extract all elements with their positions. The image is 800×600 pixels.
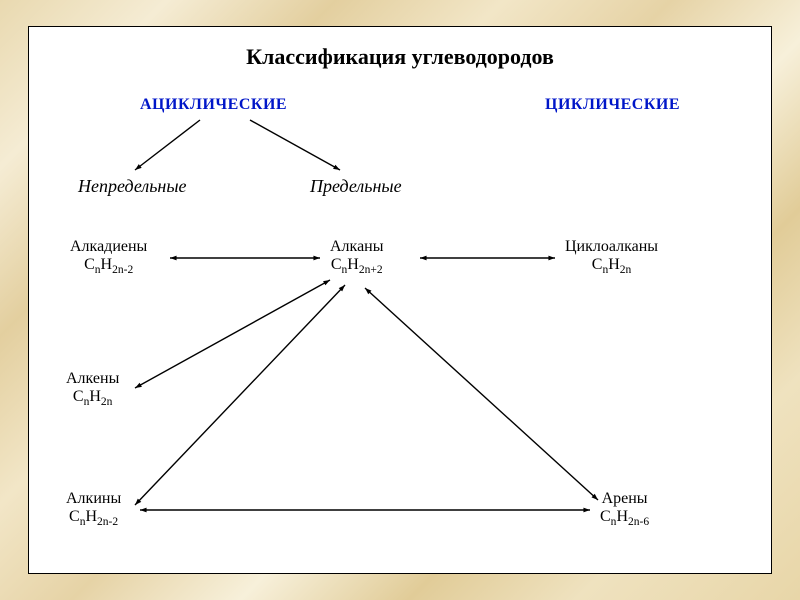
node-cycloalkanes: Циклоалканы CnH2n bbox=[565, 238, 658, 276]
node-alkenes-name: Алкены bbox=[66, 370, 119, 388]
diagram-title: Классификация углеводородов bbox=[0, 44, 800, 70]
node-alkanes-name: Алканы bbox=[330, 238, 383, 256]
node-cycloalkanes-formula: CnH2n bbox=[565, 256, 658, 276]
node-alkynes-name: Алкины bbox=[66, 490, 121, 508]
node-alkenes: Алкены CnH2n bbox=[66, 370, 119, 408]
node-alkanes-formula: CnH2n+2 bbox=[330, 256, 383, 276]
node-arenes: Арены CnH2n-6 bbox=[600, 490, 649, 528]
node-alkadienes: Алкадиены CnH2n-2 bbox=[70, 238, 147, 276]
node-alkynes-formula: CnH2n-2 bbox=[66, 508, 121, 528]
node-cycloalkanes-name: Циклоалканы bbox=[565, 238, 658, 256]
category-acyclic: АЦИКЛИЧЕСКИЕ bbox=[140, 96, 287, 114]
subcategory-saturated: Предельные bbox=[310, 176, 402, 197]
node-alkanes: Алканы CnH2n+2 bbox=[330, 238, 383, 276]
node-alkynes: Алкины CnH2n-2 bbox=[66, 490, 121, 528]
node-arenes-formula: CnH2n-6 bbox=[600, 508, 649, 528]
node-arenes-name: Арены bbox=[600, 490, 649, 508]
node-alkenes-formula: CnH2n bbox=[66, 388, 119, 408]
category-cyclic: ЦИКЛИЧЕСКИЕ bbox=[545, 96, 680, 114]
node-alkadienes-formula: CnH2n-2 bbox=[70, 256, 147, 276]
subcategory-unsaturated: Непредельные bbox=[78, 176, 187, 197]
node-alkadienes-name: Алкадиены bbox=[70, 238, 147, 256]
